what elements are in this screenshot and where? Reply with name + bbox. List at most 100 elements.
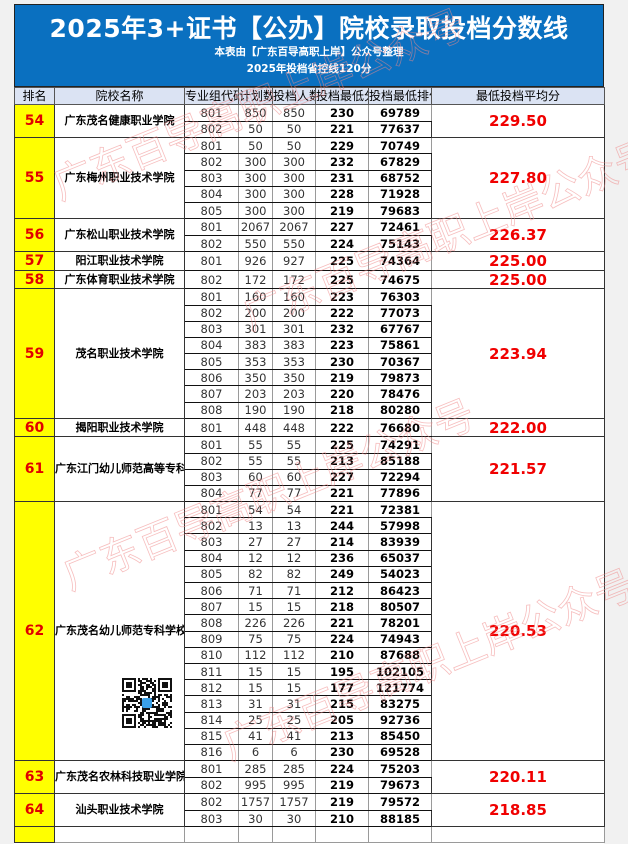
admitted-count: 82 xyxy=(272,565,316,584)
admitted-count: 301 xyxy=(272,320,316,338)
school-name: 广东茂名农林科技职业学院 xyxy=(54,760,185,795)
avg-score: 223.94 xyxy=(431,288,605,419)
group-code: 803 xyxy=(184,320,239,338)
group-code: 804 xyxy=(184,336,239,355)
group-code: 809 xyxy=(184,630,239,648)
group-code: 801 xyxy=(184,501,239,519)
admitted-count: 190 xyxy=(272,401,316,419)
table-row: 802 550 550 224 75143 xyxy=(15,234,605,253)
table-row: 63 广东茂名农林科技职业学院 801 285 285 224 75203 220.11 xyxy=(14,760,605,795)
table-row: 806 350 350 219 79873 xyxy=(15,369,605,387)
admitted-count: 54 xyxy=(272,501,316,519)
table-row: 804 300 300 228 71928 xyxy=(15,185,605,203)
group-code: 806 xyxy=(184,369,239,387)
min-score: 212 xyxy=(315,581,369,600)
plan-count: 13 xyxy=(238,517,273,535)
admitted-count: 77 xyxy=(272,484,316,503)
min-score: 219 xyxy=(315,369,369,387)
table-row: 812 15 15 177 121774 xyxy=(15,679,605,697)
plan-count: 190 xyxy=(238,401,273,419)
group-code: 801 xyxy=(184,288,239,306)
admitted-count: 300 xyxy=(272,169,316,187)
admitted-count: 15 xyxy=(272,598,316,616)
table-row: 802 995 995 219 79673 xyxy=(15,776,605,795)
rank-cell: 62 xyxy=(14,501,55,762)
col-admitted: 投档人数 xyxy=(272,87,316,105)
rank-cell: 59 xyxy=(14,288,55,419)
min-rank: 85450 xyxy=(368,727,432,745)
avg-score: 218.85 xyxy=(431,793,605,828)
subtitle: 本表由【广东百导高职上岸】公众号整理 xyxy=(214,46,404,58)
table-row: 62 广东茂名幼儿师范专科学校 801 54 54 221 72381 220.53 xyxy=(14,501,605,762)
table-row: 807 203 203 220 78476 xyxy=(15,385,605,403)
rank-cell: 54 xyxy=(14,103,55,139)
min-score: 195 xyxy=(315,662,369,681)
group-code: 808 xyxy=(184,401,239,419)
group-code: 803 xyxy=(184,809,239,828)
avg-score: 225.00 xyxy=(431,251,605,271)
admitted-count: 15 xyxy=(272,662,316,681)
plan-count: 60 xyxy=(238,468,273,486)
plan-count: 31 xyxy=(238,695,273,713)
avg-score: 225.00 xyxy=(431,269,605,290)
admitted-count: 50 xyxy=(272,120,316,139)
min-rank: 79572 xyxy=(368,793,432,811)
group-code: 802 xyxy=(184,304,239,322)
plan-count: 50 xyxy=(238,137,273,155)
group-code: 801 xyxy=(184,104,239,122)
min-score: 210 xyxy=(315,646,369,664)
group-code: 802 xyxy=(184,234,239,253)
group-code: 801 xyxy=(184,760,239,778)
admitted-count: 300 xyxy=(272,201,316,220)
admitted-count: 927 xyxy=(272,251,316,271)
table-row: 59 茂名职业技术学院 801 160 160 223 76303 223.94 xyxy=(14,288,605,419)
min-score: 232 xyxy=(315,320,369,338)
admitted-count: 60 xyxy=(272,468,316,486)
admitted-count: 41 xyxy=(272,727,316,745)
score-table: 排名 院校名称 专业组代码 计划数 投档人数 投档最低分 投档最低排位 最低投档… xyxy=(14,87,605,844)
min-rank: 80507 xyxy=(368,598,432,616)
min-score: 221 xyxy=(315,501,369,519)
min-rank: 83275 xyxy=(368,695,432,713)
group-code: 802 xyxy=(184,269,239,290)
group-code: 801 xyxy=(184,218,239,236)
min-score: 224 xyxy=(315,234,369,253)
plan-count: 203 xyxy=(238,385,273,403)
min-score: 221 xyxy=(315,614,369,632)
min-score: 218 xyxy=(315,401,369,419)
min-rank: 67829 xyxy=(368,153,432,171)
admitted-count: 31 xyxy=(272,695,316,713)
min-rank: 92736 xyxy=(368,711,432,729)
school-name: 茂名职业技术学院 xyxy=(54,288,185,419)
group-code: 815 xyxy=(184,727,239,745)
min-rank: 88185 xyxy=(368,809,432,828)
plan-count: 112 xyxy=(238,646,273,664)
admitted-count: 226 xyxy=(272,614,316,632)
min-rank: 71928 xyxy=(368,185,432,203)
group-code: 805 xyxy=(184,353,239,371)
col-plan: 计划数 xyxy=(238,87,273,105)
min-rank: 70367 xyxy=(368,353,432,371)
table-row: 805 353 353 230 70367 xyxy=(15,353,605,371)
col-min-rank: 投档最低排位 xyxy=(368,87,432,105)
group-code: 811 xyxy=(184,662,239,681)
avg-score: 222.00 xyxy=(431,417,605,438)
group-code: 804 xyxy=(184,549,239,567)
admitted-count: 203 xyxy=(272,385,316,403)
plan-count: 200 xyxy=(238,304,273,322)
table-row: 805 82 82 249 54023 xyxy=(15,565,605,584)
plan-count: 300 xyxy=(238,169,273,187)
group-code: 802 xyxy=(184,153,239,171)
group-code: 806 xyxy=(184,581,239,600)
admitted-count: 1757 xyxy=(272,793,316,811)
plan-count: 30 xyxy=(238,809,273,828)
group-code: 801 xyxy=(184,417,239,438)
min-rank: 78201 xyxy=(368,614,432,632)
admitted-count: 13 xyxy=(272,517,316,535)
qr-code xyxy=(122,678,172,728)
school-name: 揭阳职业技术学院 xyxy=(54,417,185,438)
min-score: 225 xyxy=(315,251,369,271)
admitted-count: 995 xyxy=(272,776,316,795)
col-school: 院校名称 xyxy=(54,87,185,105)
table-row: 805 300 300 219 79683 xyxy=(15,201,605,220)
